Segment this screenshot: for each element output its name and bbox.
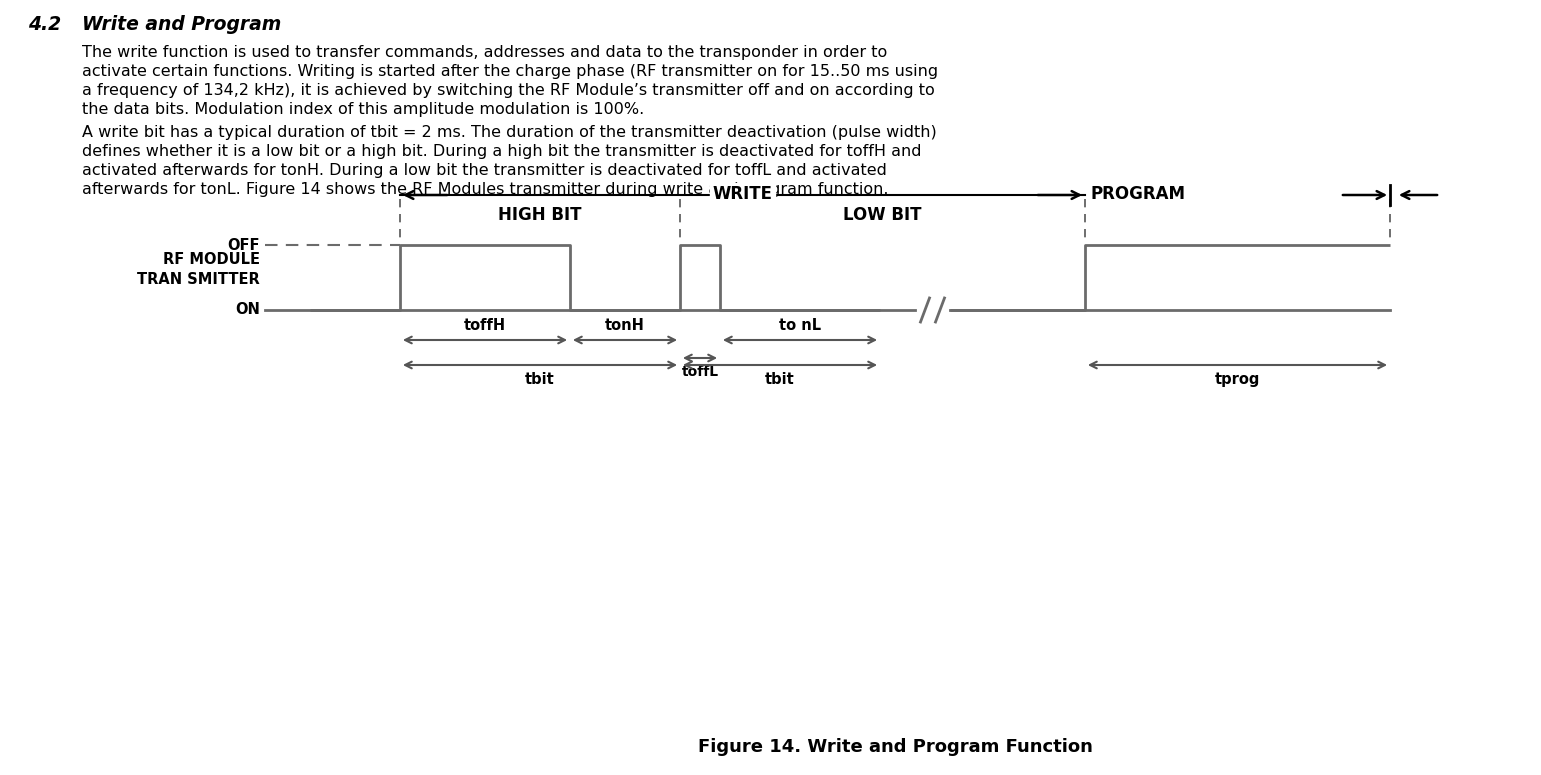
Text: afterwards for tonL. Figure 14 shows the RF Modules transmitter during write and: afterwards for tonL. Figure 14 shows the… <box>82 182 889 197</box>
Text: OFF: OFF <box>228 237 260 253</box>
Text: 4.2: 4.2 <box>28 15 62 34</box>
Text: RF MODULE: RF MODULE <box>163 252 260 267</box>
Text: TRAN SMITTER: TRAN SMITTER <box>137 272 260 287</box>
Text: Write and Program: Write and Program <box>82 15 282 34</box>
Text: defines whether it is a low bit or a high bit. During a high bit the transmitter: defines whether it is a low bit or a hig… <box>82 144 922 159</box>
Text: LOW BIT: LOW BIT <box>843 206 922 224</box>
Text: HIGH BIT: HIGH BIT <box>498 206 582 224</box>
Text: WRITE: WRITE <box>712 185 772 203</box>
Text: tbit: tbit <box>525 372 555 387</box>
Text: The write function is used to transfer commands, addresses and data to the trans: The write function is used to transfer c… <box>82 45 888 60</box>
Text: to nL: to nL <box>778 318 821 333</box>
Text: toffL: toffL <box>681 365 718 379</box>
Text: ON: ON <box>236 302 260 318</box>
Text: tbit: tbit <box>766 372 795 387</box>
Text: a frequency of 134,2 kHz), it is achieved by switching the RF Module’s transmitt: a frequency of 134,2 kHz), it is achieve… <box>82 83 935 98</box>
Text: A write bit has a typical duration of tbit = 2 ms. The duration of the transmitt: A write bit has a typical duration of tb… <box>82 125 937 140</box>
Text: Figure 14. Write and Program Function: Figure 14. Write and Program Function <box>698 738 1093 756</box>
Text: activate certain functions. Writing is started after the charge phase (RF transm: activate certain functions. Writing is s… <box>82 64 938 79</box>
Text: the data bits. Modulation index of this amplitude modulation is 100%.: the data bits. Modulation index of this … <box>82 102 644 117</box>
Text: tprog: tprog <box>1214 372 1261 387</box>
Text: toffH: toffH <box>464 318 505 333</box>
Text: PROGRAM: PROGRAM <box>1091 185 1187 203</box>
Text: tonH: tonH <box>606 318 646 333</box>
Text: activated afterwards for tonH. During a low bit the transmitter is deactivated f: activated afterwards for tonH. During a … <box>82 163 888 178</box>
